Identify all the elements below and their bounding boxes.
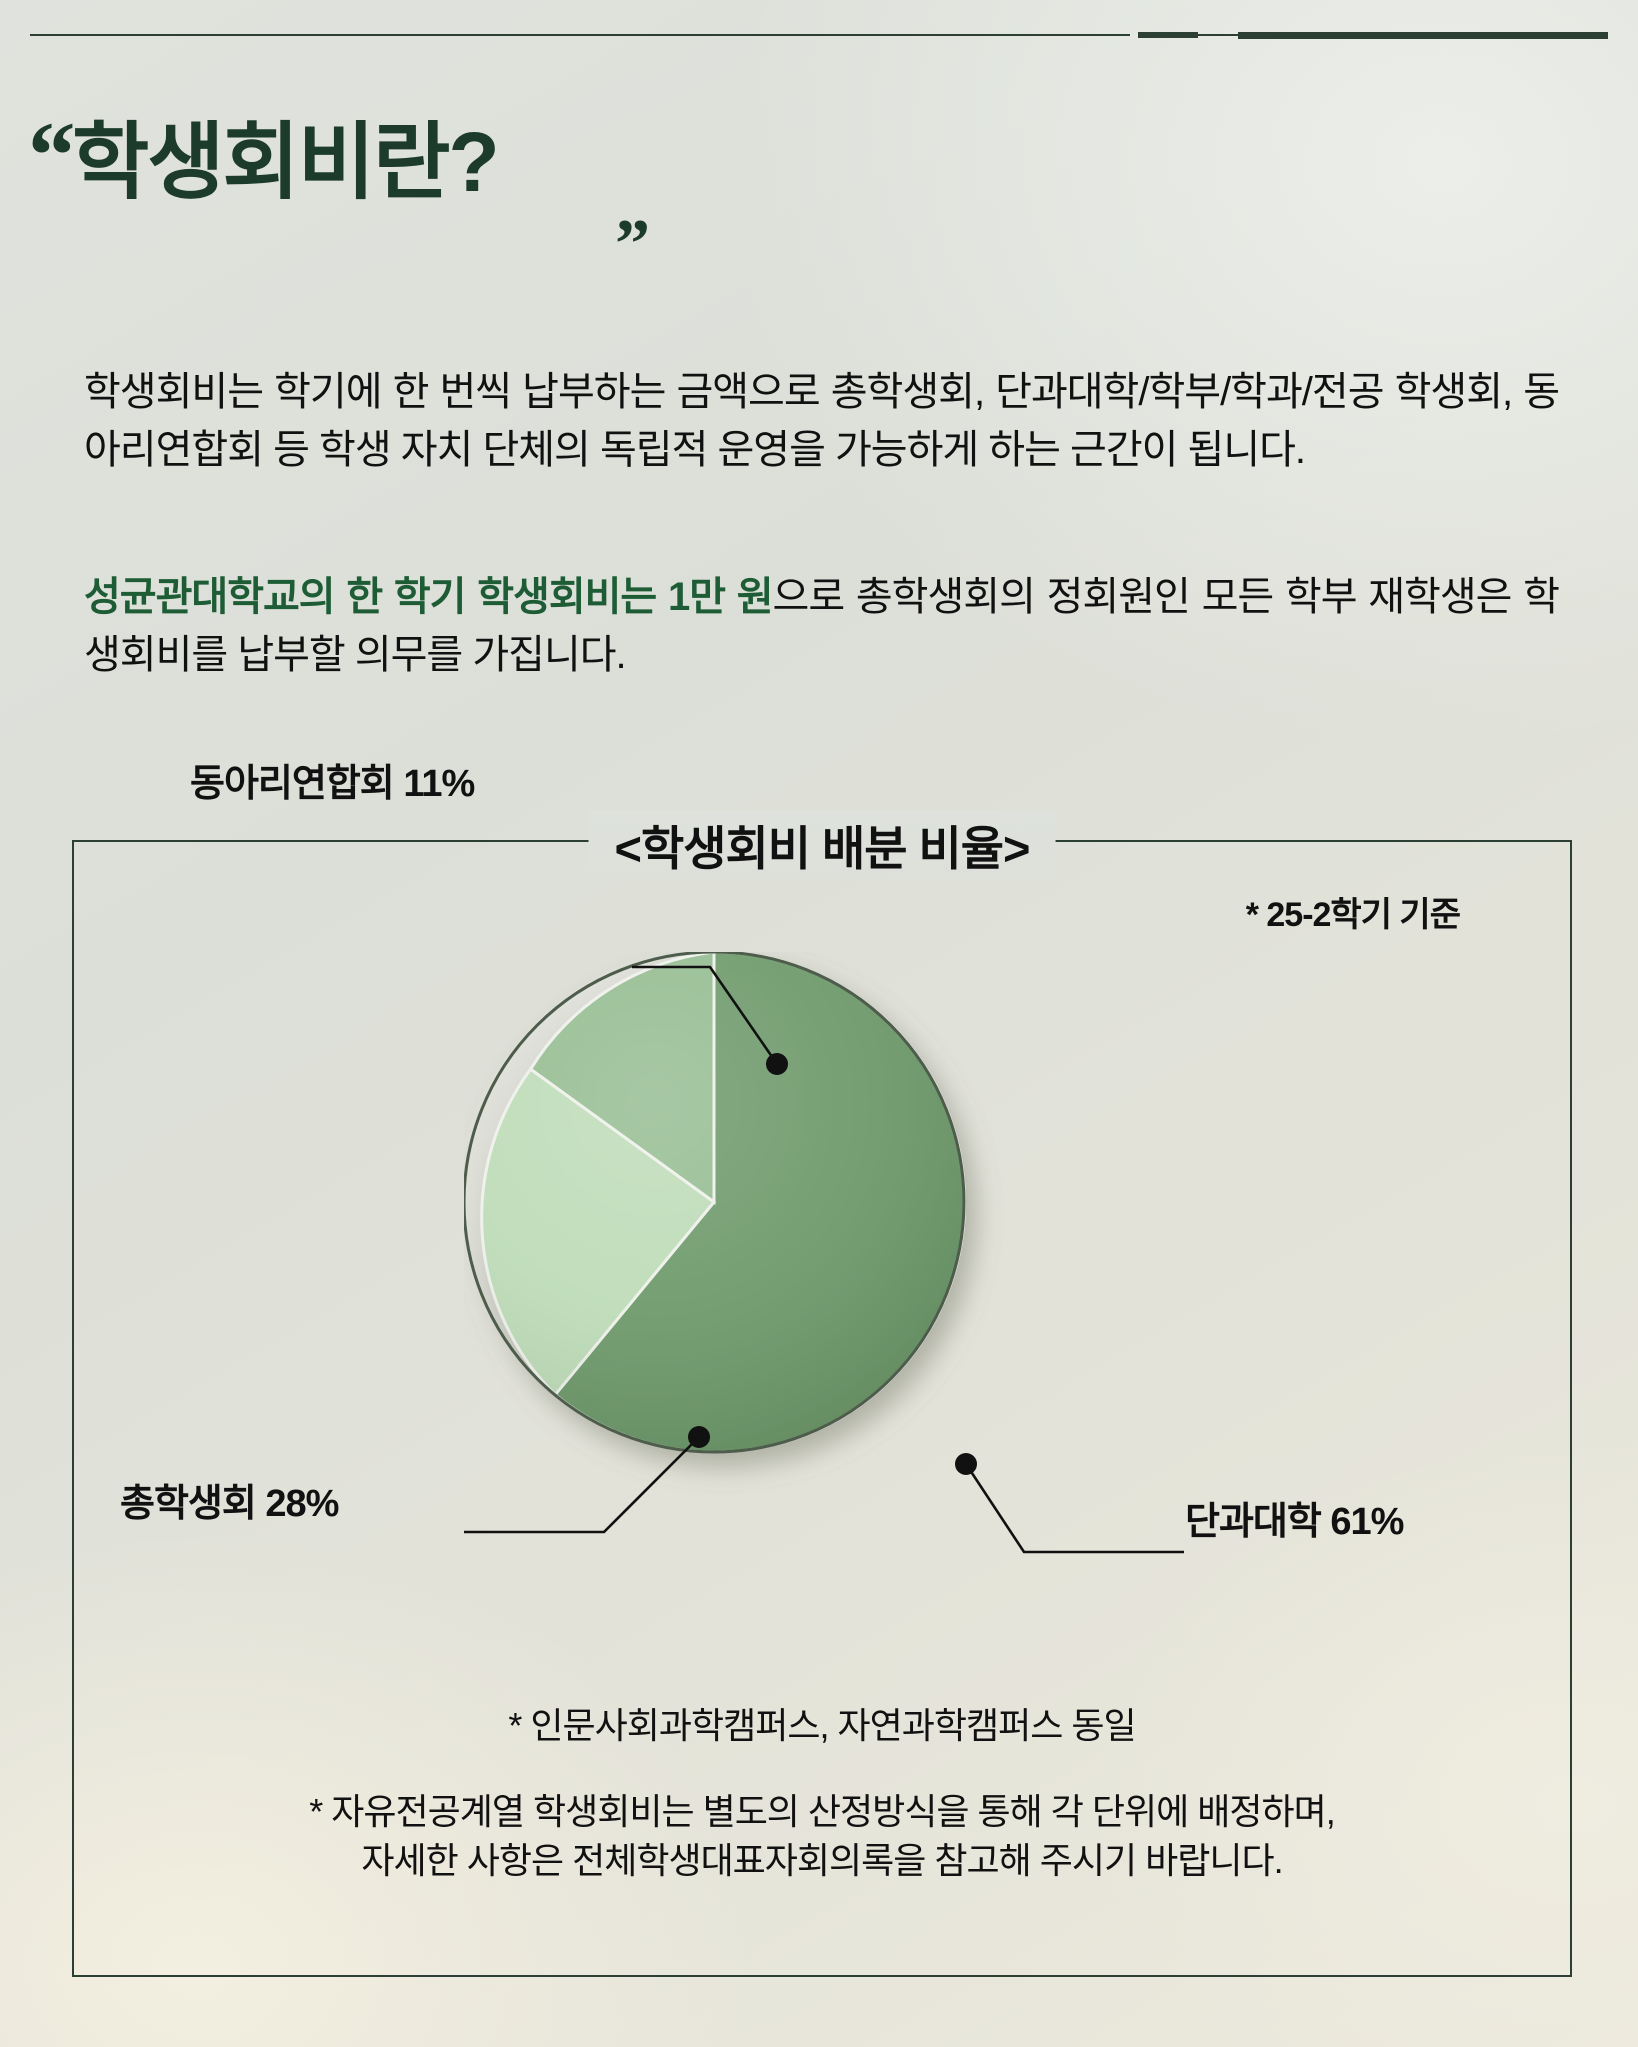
pie-label-circle-union: 동아리연합회 11% bbox=[190, 763, 475, 805]
rule-segment-one bbox=[1138, 32, 1198, 38]
page-title: 학생회비란? bbox=[72, 115, 500, 209]
rule-thin-middle bbox=[1198, 34, 1238, 36]
fee-highlight-text: 성균관대학교의 한 학기 학생회비는 1만 원 bbox=[84, 575, 774, 619]
footnote-campus: * 인문사회과학캠퍼스, 자연과학캠퍼스 동일 bbox=[508, 1705, 1136, 1746]
footnote-free-major: * 자유전공계열 학생회비는 별도의 산정방식을 통해 각 단위에 배정하며, … bbox=[72, 1787, 1572, 1886]
pie-label-council: 총학생회 28% bbox=[120, 1483, 339, 1525]
quote-open-icon: “ bbox=[28, 102, 76, 208]
pie-label-college: 단과대학 61% bbox=[1185, 1501, 1404, 1543]
chart-panel: <학생회비 배분 비율> * 25-2학기 기준 bbox=[72, 810, 1574, 1977]
chart-title: <학생회비 배분 비율> bbox=[588, 810, 1056, 879]
page-heading-block: “ 학생회비란? ” bbox=[0, 100, 1638, 280]
leader-dots bbox=[688, 1053, 977, 1475]
intro-paragraph: 학생회비는 학기에 한 번씩 납부하는 금액으로 총학생회, 단과대학/학부/학… bbox=[84, 370, 1560, 472]
footnote-free-major-line2: 자세한 사항은 전체학생대표자회의록을 참고해 주시기 바랍니다. bbox=[361, 1840, 1283, 1882]
fee-rest-text: 으로 총학생회의 정회원인 모든 학부 재학생은 학생회비를 납부할 의무를 가… bbox=[84, 575, 1560, 677]
top-decorative-rule bbox=[30, 30, 1608, 40]
pie-chart-area bbox=[74, 842, 1574, 1602]
footnote-free-major-line1: * 자유전공계열 학생회비는 별도의 산정방식을 통해 각 단위에 배정하며, bbox=[309, 1790, 1336, 1832]
chart-footnotes: * 인문사회과학캠퍼스, 자연과학캠퍼스 동일 * 자유전공계열 학생회비는 별… bbox=[72, 1702, 1572, 1886]
rule-thin-left bbox=[30, 34, 1130, 36]
pie-chart bbox=[464, 952, 1184, 1554]
rule-segment-two bbox=[1238, 32, 1608, 39]
fee-amount-paragraph: 성균관대학교의 한 학기 학생회비는 1만 원으로 총학생회의 정회원인 모든 … bbox=[84, 568, 1560, 684]
leader-lines bbox=[464, 965, 1184, 1554]
pie-slices bbox=[464, 952, 966, 1454]
quote-close-icon: ” bbox=[615, 206, 650, 283]
chart-note: * 25-2학기 기준 bbox=[1245, 896, 1461, 934]
pie-gloss-overlay bbox=[464, 952, 966, 1454]
